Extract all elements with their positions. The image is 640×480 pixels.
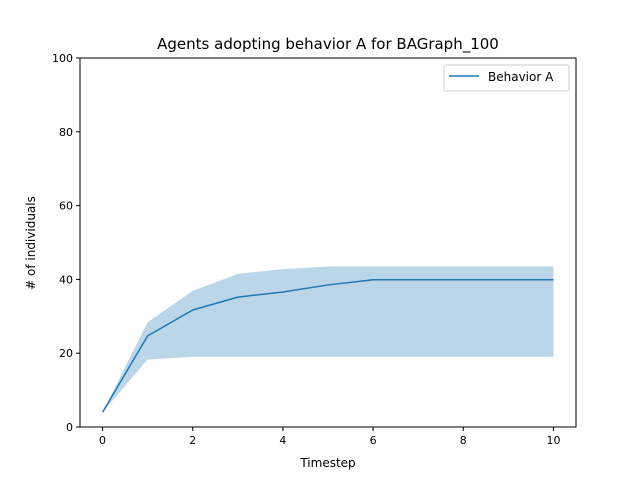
y-tick-label: 0 xyxy=(66,421,73,434)
y-tick-label: 60 xyxy=(59,200,73,213)
chart-title: Agents adopting behavior A for BAGraph_1… xyxy=(157,35,499,54)
x-axis-label: Timestep xyxy=(299,456,355,470)
x-tick-label: 4 xyxy=(279,434,286,447)
y-tick-label: 100 xyxy=(52,52,73,65)
x-tick-label: 0 xyxy=(99,434,106,447)
x-tick-label: 8 xyxy=(460,434,467,447)
y-tick-label: 80 xyxy=(59,126,73,139)
x-tick-label: 6 xyxy=(370,434,377,447)
legend-label-behavior-a: Behavior A xyxy=(488,70,554,84)
legend-box xyxy=(443,64,570,92)
band-behavior-a xyxy=(102,266,554,413)
series-line-behavior-a xyxy=(101,279,554,413)
x-tick-label: 2 xyxy=(189,434,196,447)
y-axis-label: # of individuals xyxy=(24,196,38,290)
y-tick-label: 40 xyxy=(59,273,73,286)
x-tick-label: 10 xyxy=(546,434,560,447)
y-tick-label: 20 xyxy=(59,347,73,360)
axes-frame xyxy=(79,57,577,428)
legend: Behavior A xyxy=(443,64,570,92)
